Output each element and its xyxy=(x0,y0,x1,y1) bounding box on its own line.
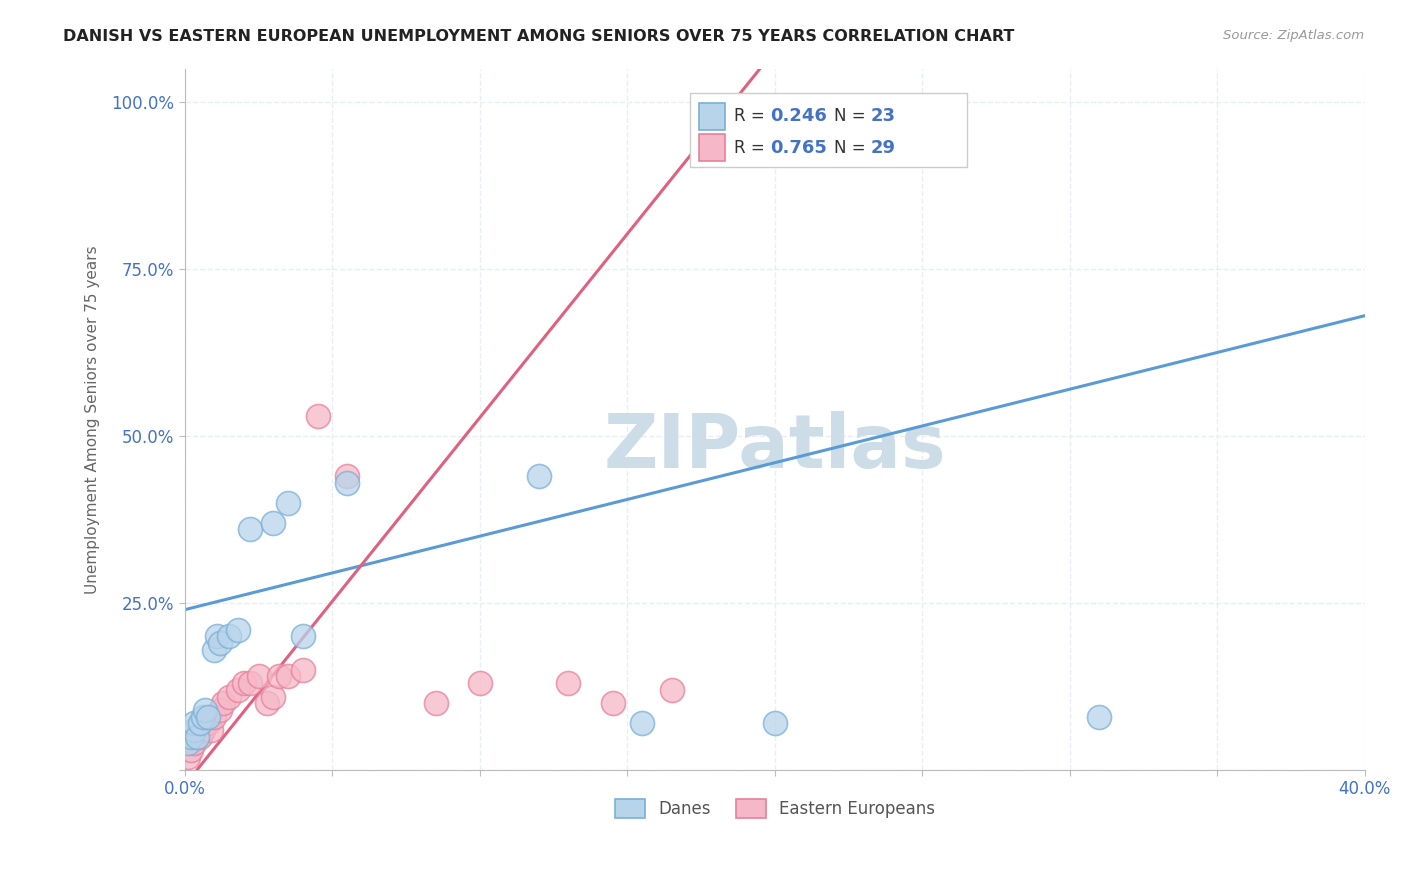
Point xyxy=(239,676,262,690)
Legend: Danes, Eastern Europeans: Danes, Eastern Europeans xyxy=(607,792,942,825)
Text: 0.246: 0.246 xyxy=(770,107,827,125)
Point xyxy=(218,629,240,643)
Point xyxy=(527,469,550,483)
Point xyxy=(202,642,225,657)
Point xyxy=(307,409,329,423)
Point xyxy=(336,469,359,483)
Point xyxy=(180,730,202,744)
Text: R =: R = xyxy=(734,139,769,157)
Point xyxy=(602,696,624,710)
Point xyxy=(277,669,299,683)
Point xyxy=(631,716,654,731)
Point xyxy=(218,690,240,704)
Point xyxy=(226,623,249,637)
Point xyxy=(256,696,278,710)
Point xyxy=(763,716,786,731)
Point xyxy=(188,716,211,731)
Point xyxy=(177,749,200,764)
Point xyxy=(336,475,359,490)
Point xyxy=(188,730,211,744)
Point xyxy=(200,723,222,737)
Point xyxy=(209,636,232,650)
FancyBboxPatch shape xyxy=(690,93,967,167)
Point xyxy=(194,716,217,731)
Point xyxy=(661,682,683,697)
Point xyxy=(212,696,235,710)
Point xyxy=(191,723,214,737)
Point xyxy=(291,629,314,643)
Text: 29: 29 xyxy=(870,139,896,157)
Point xyxy=(262,690,284,704)
Point xyxy=(207,629,229,643)
Text: R =: R = xyxy=(734,107,769,125)
FancyBboxPatch shape xyxy=(699,103,725,129)
Point xyxy=(226,682,249,697)
Point xyxy=(194,703,217,717)
Point xyxy=(277,496,299,510)
Point xyxy=(247,669,270,683)
Text: DANISH VS EASTERN EUROPEAN UNEMPLOYMENT AMONG SENIORS OVER 75 YEARS CORRELATION : DANISH VS EASTERN EUROPEAN UNEMPLOYMENT … xyxy=(63,29,1015,44)
Text: 0.765: 0.765 xyxy=(770,139,827,157)
Point xyxy=(1088,709,1111,723)
Y-axis label: Unemployment Among Seniors over 75 years: Unemployment Among Seniors over 75 years xyxy=(86,245,100,593)
Point xyxy=(291,663,314,677)
Point xyxy=(183,723,205,737)
Point xyxy=(180,743,202,757)
Point xyxy=(186,730,208,744)
Text: N =: N = xyxy=(834,139,870,157)
Point xyxy=(191,709,214,723)
Point xyxy=(183,736,205,750)
Point xyxy=(468,676,491,690)
Point xyxy=(183,716,205,731)
Point xyxy=(202,709,225,723)
Point xyxy=(557,676,579,690)
FancyBboxPatch shape xyxy=(699,135,725,161)
Point xyxy=(197,709,219,723)
Text: N =: N = xyxy=(834,107,870,125)
Point xyxy=(186,730,208,744)
Text: 23: 23 xyxy=(870,107,896,125)
Point xyxy=(232,676,254,690)
Point xyxy=(177,736,200,750)
Text: Source: ZipAtlas.com: Source: ZipAtlas.com xyxy=(1223,29,1364,42)
Text: ZIPatlas: ZIPatlas xyxy=(603,411,946,483)
Point xyxy=(269,669,291,683)
Point xyxy=(425,696,447,710)
Point xyxy=(197,716,219,731)
Point xyxy=(239,523,262,537)
Point xyxy=(209,703,232,717)
Point xyxy=(262,516,284,530)
